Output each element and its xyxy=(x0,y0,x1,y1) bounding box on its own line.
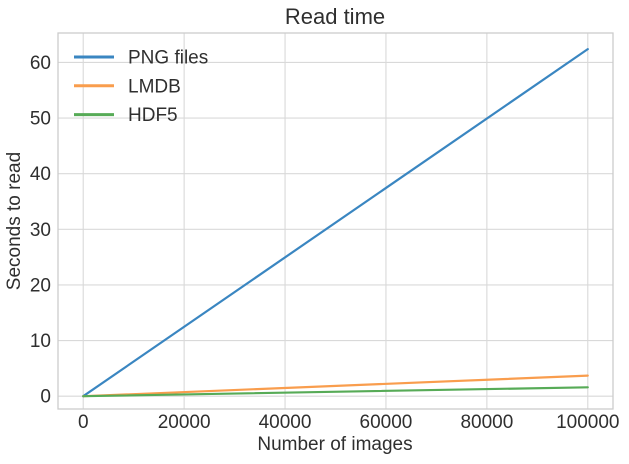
legend-label: HDF5 xyxy=(128,105,178,126)
x-tick-label: 80000 xyxy=(460,412,513,433)
y-tick-label: 50 xyxy=(30,109,51,130)
x-axis-label: Number of images xyxy=(257,434,412,455)
y-tick-label: 40 xyxy=(30,164,51,185)
y-tick-label: 10 xyxy=(30,331,51,352)
x-tick-label: 60000 xyxy=(360,412,413,433)
y-tick-label: 0 xyxy=(40,387,51,408)
x-tick-label: 0 xyxy=(78,412,89,433)
legend: PNG files LMDB HDF5 xyxy=(74,48,208,126)
x-tick-label: 100000 xyxy=(556,412,619,433)
y-tick-labels: 0 10 20 30 40 50 60 xyxy=(30,53,51,408)
plot-frame xyxy=(57,32,614,410)
x-tick-label: 20000 xyxy=(158,412,211,433)
legend-label: LMDB xyxy=(128,76,181,97)
x-tick-label: 40000 xyxy=(259,412,312,433)
x-tick-labels: 0 20000 40000 60000 80000 100000 xyxy=(78,412,620,433)
chart-title: Read time xyxy=(285,4,385,29)
series-line-lmdb xyxy=(82,374,589,398)
series-line-png-files xyxy=(82,48,589,398)
legend-item-lmdb: LMDB xyxy=(74,76,181,97)
y-tick-label: 30 xyxy=(30,220,51,241)
y-tick-label: 20 xyxy=(30,275,51,296)
legend-item-hdf5: HDF5 xyxy=(74,105,178,126)
series-line-hdf5 xyxy=(82,386,589,398)
y-tick-label: 60 xyxy=(30,53,51,74)
legend-label: PNG files xyxy=(128,48,208,69)
gridlines xyxy=(58,33,613,409)
y-axis-label: Seconds to read xyxy=(4,152,25,290)
legend-item-png-files: PNG files xyxy=(74,48,208,69)
series-lines xyxy=(82,48,589,398)
